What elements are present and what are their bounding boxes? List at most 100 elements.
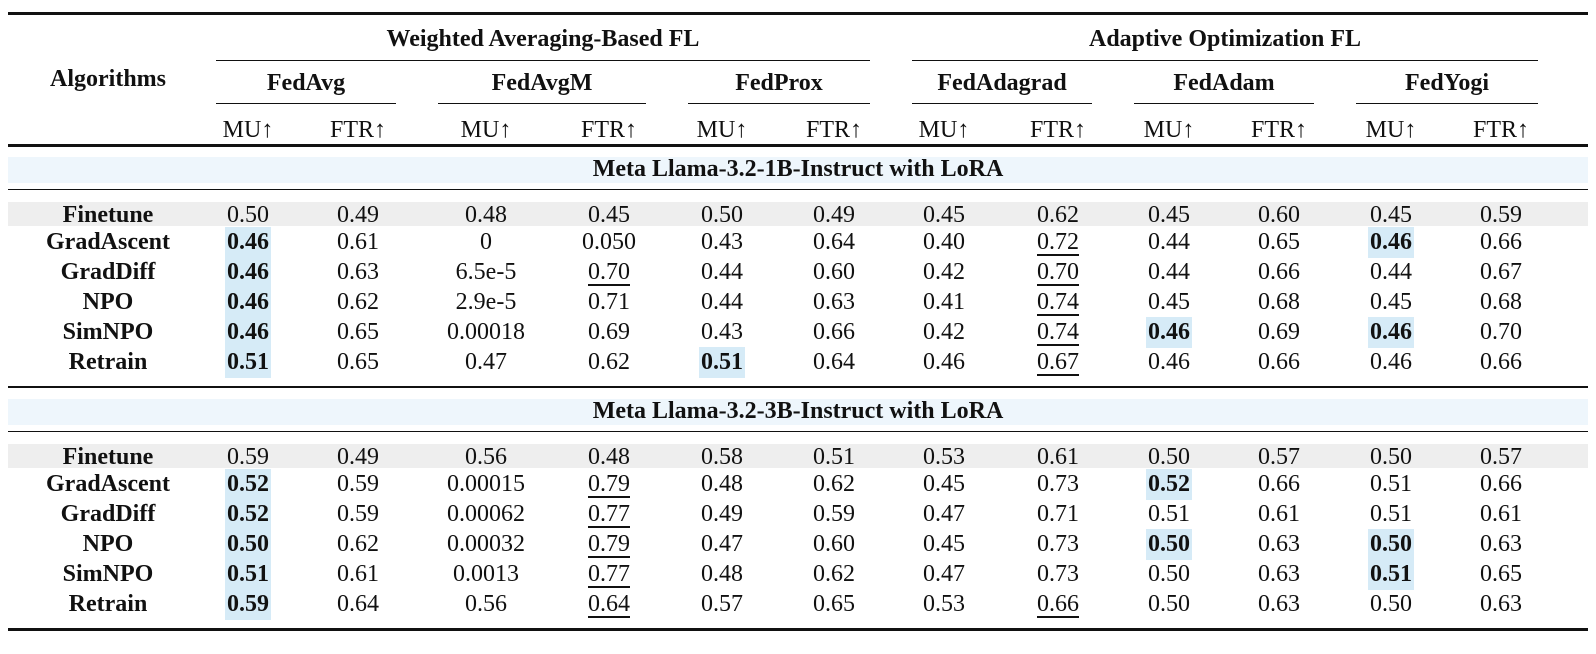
cell-value: 0.51	[225, 347, 271, 378]
table-cell: 0.49	[667, 502, 777, 526]
cell-value: 0.66	[813, 319, 855, 345]
cell-value: 0.45	[923, 531, 965, 557]
cell-value: 0.45	[1148, 202, 1190, 228]
cell-value: 0.47	[465, 349, 507, 375]
cell-value: 0.50	[1370, 591, 1412, 617]
table-cell: 0.66	[1224, 260, 1334, 284]
cell-value: 0.49	[701, 501, 743, 527]
cell-value: 0.57	[1480, 444, 1522, 470]
table-cell: 0.48	[554, 445, 664, 469]
cell-value: 0.65	[337, 349, 379, 375]
cell-value: 0.70	[588, 259, 630, 285]
table-cell: 0.47	[889, 502, 999, 526]
table-cell: 0.50	[1336, 529, 1446, 560]
table-cell: 0.65	[303, 320, 413, 344]
table-cell: 0.050	[554, 230, 664, 254]
table-cell: 0.71	[1003, 502, 1113, 526]
cell-value: 0.65	[1258, 229, 1300, 255]
table-cell: 0.57	[667, 592, 777, 616]
table-cell: 0.63	[1446, 532, 1556, 556]
cell-value: 0.47	[923, 501, 965, 527]
table-cell: 0.60	[1224, 203, 1334, 227]
table-cell: 0.48	[667, 472, 777, 496]
table-cell: 0.60	[779, 260, 889, 284]
cell-value: 0.62	[337, 531, 379, 557]
cell-value: 0.42	[923, 259, 965, 285]
cell-value: 0.66	[1480, 349, 1522, 375]
table-cell: 0.53	[889, 592, 999, 616]
cell-value: 0.51	[225, 559, 271, 590]
table-cell: 0.00062	[431, 502, 541, 526]
cell-value: 0.63	[1258, 531, 1300, 557]
cell-value: 0.61	[337, 561, 379, 587]
metric-label: FTR↑	[1472, 117, 1529, 143]
cell-value: 0.48	[588, 444, 630, 470]
cell-value: 0.72	[1037, 229, 1079, 255]
table-cell: 0.69	[1224, 320, 1334, 344]
method-rule-fedavgm	[438, 103, 646, 104]
cell-value: 0.66	[1480, 229, 1522, 255]
cell-value: 0.46	[923, 349, 965, 375]
table-cell: 0.43	[667, 320, 777, 344]
metric-label: FTR↑	[805, 117, 862, 143]
cell-value: 0.50	[1368, 529, 1414, 560]
group-header-adaptive: Adaptive Optimization FL	[1088, 26, 1361, 52]
cell-value: 0.66	[1480, 471, 1522, 497]
cell-value: 0.66	[1037, 591, 1079, 617]
table-cell: 0.50	[1336, 445, 1446, 469]
cell-value: 0.61	[1258, 501, 1300, 527]
metric-label: FTR↑	[329, 117, 386, 143]
table-cell: 0.59	[779, 502, 889, 526]
table-cell: 0.50	[1114, 445, 1224, 469]
cell-value: 0.64	[588, 591, 630, 617]
table-cell: 0.52	[1114, 469, 1224, 500]
cell-value: 0.69	[1258, 319, 1300, 345]
cell-value: 0.51	[813, 444, 855, 470]
method-rule-fedadagrad	[912, 103, 1092, 104]
table-cell: 0.63	[1446, 592, 1556, 616]
table-cell: 0.60	[779, 532, 889, 556]
table-cell: 0.77	[554, 562, 664, 586]
cell-value: 0.62	[813, 471, 855, 497]
cell-value: 0.41	[923, 289, 965, 315]
cell-value: 0.50	[225, 529, 271, 560]
table-cell: 0.73	[1003, 532, 1113, 556]
top-rule	[8, 12, 1588, 15]
table-cell: 0.00015	[431, 472, 541, 496]
section-band-2	[8, 399, 1588, 425]
cell-value: 0.48	[701, 471, 743, 497]
group-rule-adaptive	[912, 60, 1538, 61]
cell-value: 0.74	[1037, 289, 1079, 315]
cell-value: 0.49	[337, 202, 379, 228]
table-cell: 0.68	[1224, 290, 1334, 314]
cell-value: 0.45	[923, 202, 965, 228]
cell-value: 0.46	[1368, 317, 1414, 348]
table-cell: 0.46	[889, 350, 999, 374]
table-cell: 0.63	[1224, 592, 1334, 616]
table-cell: 0.50	[667, 203, 777, 227]
finetune-band-1	[8, 202, 1588, 226]
cell-value: 0.67	[1480, 259, 1522, 285]
table-cell: 0.57	[1224, 445, 1334, 469]
table-cell: 0.65	[303, 350, 413, 374]
cell-value: 0.77	[588, 501, 630, 527]
cell-value: 0.64	[813, 349, 855, 375]
method-rule-fedyogi	[1356, 103, 1538, 104]
cell-value: 0.77	[588, 561, 630, 587]
cell-value: 6.5e-5	[455, 259, 517, 285]
cell-value: 0.67	[1037, 349, 1079, 375]
section-title-3b: Meta Llama-3.2-3B-Instruct with LoRA	[592, 398, 1004, 424]
table-cell: 0.46	[1114, 317, 1224, 348]
cell-value: 0.51	[1370, 501, 1412, 527]
table-cell: 0.64	[779, 230, 889, 254]
algorithm-name: GradDiff	[60, 501, 156, 527]
table-cell: 0.46	[1336, 317, 1446, 348]
table-cell: 0.70	[1003, 260, 1113, 284]
cell-value: 0.65	[1480, 561, 1522, 587]
header-bottom-rule	[8, 144, 1588, 147]
metric-label: MU↑	[1143, 117, 1195, 143]
table-cell: 0.62	[779, 472, 889, 496]
table-cell: 0.57	[1446, 445, 1556, 469]
method-header-fedadam: FedAdam	[1173, 70, 1275, 96]
table-cell: 0.62	[303, 290, 413, 314]
